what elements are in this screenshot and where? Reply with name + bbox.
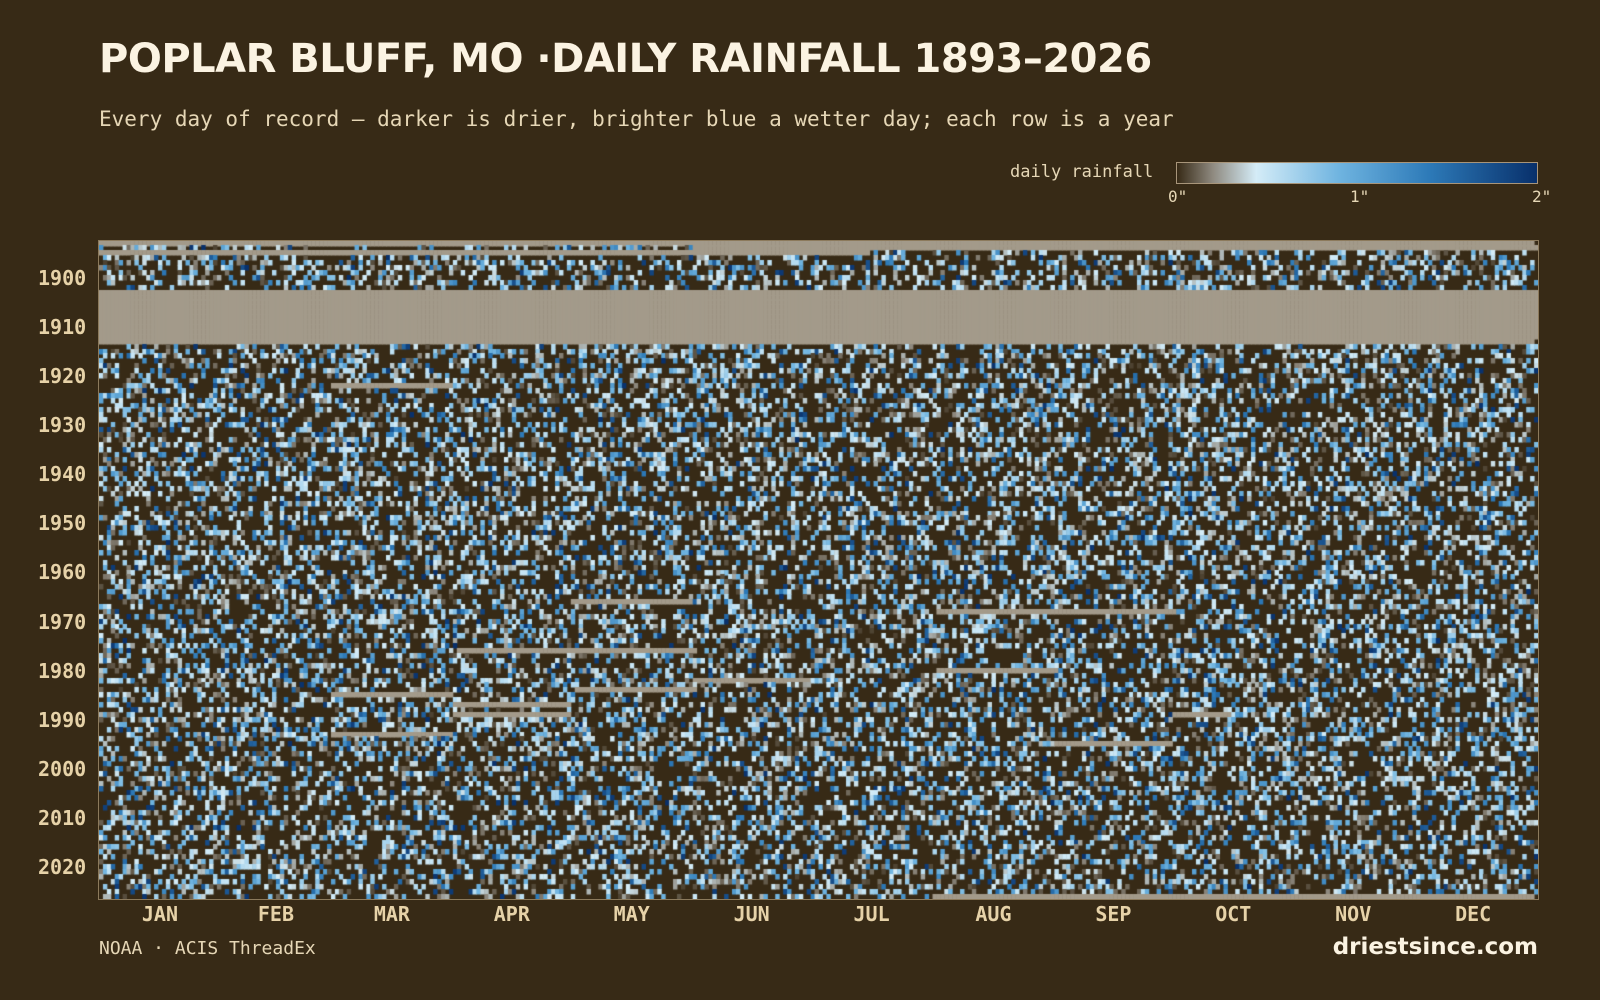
- month-label-apr: APR: [493, 902, 530, 926]
- year-label-1910: 1910: [38, 314, 87, 339]
- legend-color-bar: [1176, 162, 1538, 184]
- year-label-2020: 2020: [38, 855, 87, 880]
- month-label-aug: AUG: [975, 902, 1012, 926]
- chart-subtitle: Every day of record — darker is drier, b…: [99, 107, 1174, 131]
- month-label-sep: SEP: [1095, 902, 1132, 926]
- year-label-1960: 1960: [38, 560, 87, 585]
- month-label-nov: NOV: [1335, 902, 1372, 926]
- month-label-dec: DEC: [1455, 902, 1492, 926]
- year-label-1950: 1950: [38, 511, 87, 536]
- plot-frame: [98, 240, 1539, 900]
- legend-tick-0: 0": [1168, 187, 1188, 206]
- chart-title: POPLAR BLUFF, MO ·DAILY RAINFALL 1893–20…: [99, 36, 1152, 82]
- year-label-1900: 1900: [38, 265, 87, 290]
- month-label-jan: JAN: [141, 902, 178, 926]
- legend-tick-2: 2": [1532, 187, 1552, 206]
- source-note: NOAA · ACIS ThreadEx: [99, 938, 316, 959]
- year-label-1920: 1920: [38, 364, 87, 389]
- month-label-feb: FEB: [257, 902, 294, 926]
- rainfall-heatmap: [99, 241, 1538, 899]
- brand-logo[interactable]: driestsince.com: [1332, 934, 1538, 960]
- month-label-may: MAY: [613, 902, 650, 926]
- month-label-mar: MAR: [373, 902, 410, 926]
- legend-label: daily rainfall: [1010, 162, 1154, 182]
- legend-tick-1: 1": [1350, 187, 1370, 206]
- year-label-1930: 1930: [38, 413, 87, 438]
- month-label-jun: JUN: [733, 902, 770, 926]
- year-label-1970: 1970: [38, 609, 87, 634]
- year-label-1940: 1940: [38, 462, 87, 487]
- year-label-1980: 1980: [38, 658, 87, 683]
- year-label-1990: 1990: [38, 707, 87, 732]
- month-label-oct: OCT: [1215, 902, 1252, 926]
- month-label-jul: JUL: [853, 902, 890, 926]
- year-label-2000: 2000: [38, 756, 87, 781]
- year-label-2010: 2010: [38, 805, 87, 830]
